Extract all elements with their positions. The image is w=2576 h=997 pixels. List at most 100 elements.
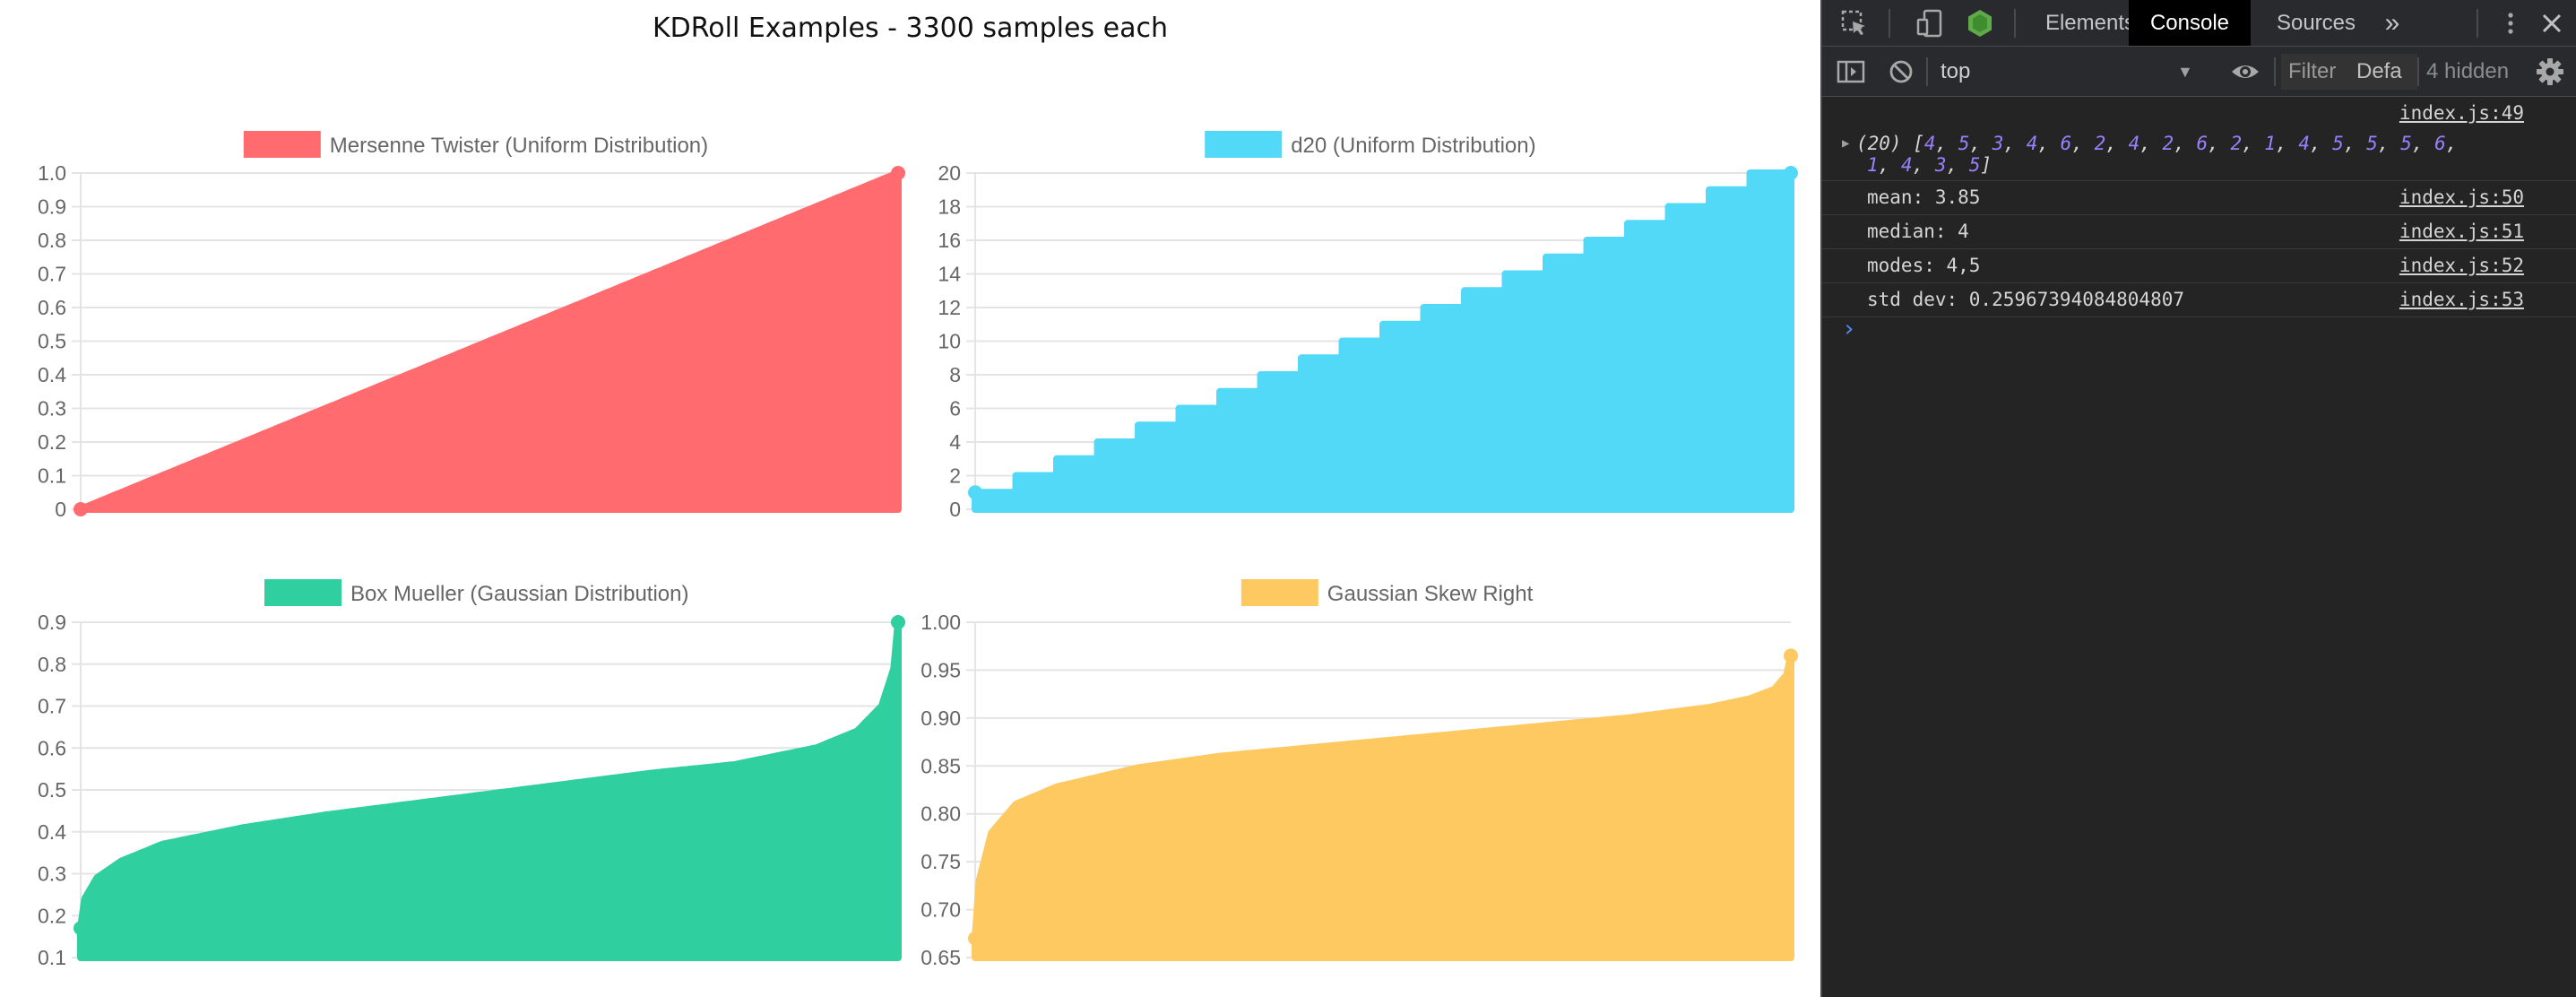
y-tick-label: 0.95	[921, 658, 961, 681]
data-series-area	[972, 652, 1794, 961]
legend-label: Mersenne Twister (Uniform Distribution)	[330, 134, 708, 158]
more-tabs-button[interactable]: »	[2384, 8, 2400, 38]
chevron-down-icon: ▼	[2177, 63, 2193, 81]
legend-label: Gaussian Skew Right	[1327, 582, 1534, 606]
y-tick-label: 1.00	[921, 611, 961, 634]
y-tick-label: 0.3	[38, 863, 66, 886]
data-series-area	[972, 169, 1794, 513]
legend-label: Box Mueller (Gaussian Distribution)	[350, 582, 688, 606]
console-message-text: median: 4	[1867, 221, 1969, 242]
node-hexagon-icon[interactable]	[1964, 7, 1996, 39]
y-tick-label: 12	[938, 296, 961, 319]
y-tick-label: 10	[938, 330, 961, 353]
y-tick-label: 0.4	[38, 363, 66, 386]
array-value: 3	[1934, 154, 1947, 176]
source-link[interactable]: index.js:51	[2399, 221, 2524, 242]
close-icon[interactable]	[2536, 7, 2568, 39]
array-value: 4	[2298, 133, 2310, 154]
y-tick-label: 1.0	[38, 161, 66, 185]
array-value: 1	[2264, 133, 2277, 154]
data-point-first	[73, 502, 88, 516]
source-link[interactable]: index.js:49	[2399, 102, 2524, 124]
y-tick-label: 0.1	[38, 464, 66, 488]
console-message[interactable]: std dev: 0.25967394084804807 index.js:53	[1822, 283, 2576, 317]
y-tick-label: 0.9	[38, 195, 66, 219]
console-prompt[interactable]: ›	[1842, 316, 1856, 342]
data-point-last	[1784, 166, 1798, 180]
array-value: 2	[2162, 133, 2174, 154]
legend-swatch	[1240, 579, 1318, 606]
inspect-element-icon[interactable]	[1838, 7, 1871, 39]
legend-label: d20 (Uniform Distribution)	[1291, 134, 1535, 158]
legend-swatch	[243, 131, 321, 158]
tab-sources[interactable]: Sources	[2276, 11, 2356, 35]
console-message-array[interactable]: index.js:49 ▶ (20) [4, 5, 3, 4, 6, 2, 4,…	[1822, 97, 2576, 181]
y-tick-label: 0.2	[38, 904, 66, 927]
y-tick-label: 0.7	[38, 695, 66, 718]
legend-swatch	[264, 579, 341, 606]
y-tick-label: 0.2	[38, 430, 66, 454]
array-value: 5	[1968, 154, 1981, 176]
array-value: 4	[1923, 133, 1936, 154]
data-point-last	[1784, 648, 1798, 663]
live-expression-eye-icon[interactable]	[2229, 56, 2261, 88]
y-tick-label: 8	[949, 363, 961, 386]
toolbar-divider	[1926, 57, 1928, 86]
y-tick-label: 0.5	[38, 330, 66, 353]
data-point-last	[891, 615, 905, 629]
gear-icon[interactable]	[2534, 56, 2566, 88]
log-levels-dropdown[interactable]: Defa	[2356, 59, 2402, 83]
y-tick-label: 18	[938, 195, 961, 219]
charts-canvas: 0 0.1 0.2 0.3 0.4 0.5 0.6 0.7 0.8 0.9 1.0 Mersenne …	[38, 131, 1798, 969]
array-preview-line-2: 1, 4, 3, 5]	[1867, 154, 1993, 176]
data-point-last	[891, 166, 905, 180]
console-message[interactable]: modes: 4,5 index.js:52	[1822, 249, 2576, 283]
y-tick-label: 0.75	[921, 850, 961, 873]
data-point-first	[73, 921, 88, 936]
array-value: 5	[2366, 133, 2378, 154]
source-link[interactable]: index.js:52	[2399, 255, 2524, 276]
tab-console[interactable]: Console	[2129, 0, 2251, 46]
array-preview-line-1: (20) [4, 5, 3, 4, 6, 2, 4, 2, 6, 2, 1, 4…	[1856, 133, 2458, 154]
console-output: index.js:49 ▶ (20) [4, 5, 3, 4, 6, 2, 4,…	[1822, 97, 2576, 342]
kebab-menu-icon[interactable]	[2494, 7, 2527, 39]
array-value: 5	[2400, 133, 2412, 154]
array-value: 5	[2332, 133, 2344, 154]
console-message-text: std dev: 0.25967394084804807	[1867, 289, 2185, 310]
tab-elements[interactable]: Elements	[2044, 11, 2136, 35]
console-message[interactable]: mean: 3.85 index.js:50	[1822, 181, 2576, 215]
y-tick-label: 0.80	[921, 802, 961, 826]
data-series-area	[77, 169, 902, 513]
console-message-text: modes: 4,5	[1867, 255, 1981, 276]
y-tick-label: 0.6	[38, 736, 66, 759]
source-link[interactable]: index.js:53	[2399, 289, 2524, 310]
array-value: 4	[1900, 154, 1913, 176]
toolbar-divider	[2477, 9, 2478, 38]
y-tick-label: 6	[949, 397, 961, 420]
source-link[interactable]: index.js:50	[2399, 186, 2524, 208]
y-tick-label: 0.4	[38, 820, 66, 844]
console-message[interactable]: median: 4 index.js:51	[1822, 215, 2576, 249]
clear-console-icon[interactable]	[1885, 56, 1917, 88]
devtools-tabbar: Elements Console Sources »	[1822, 0, 2576, 47]
y-tick-label: 0.8	[38, 229, 66, 252]
y-tick-label: 4	[949, 430, 961, 454]
sidebar-toggle-icon[interactable]	[1835, 56, 1867, 88]
y-tick-label: 0	[949, 498, 961, 521]
y-tick-label: 2	[949, 464, 961, 488]
y-tick-label: 16	[938, 229, 961, 252]
y-tick-label: 0.65	[921, 946, 961, 969]
expand-triangle-icon[interactable]: ▶	[1842, 136, 1850, 151]
y-tick-label: 0	[55, 498, 66, 521]
y-tick-label: 0.85	[921, 754, 961, 777]
hidden-messages-count: 4 hidden	[2426, 59, 2510, 83]
toolbar-divider	[2274, 57, 2276, 86]
array-value: 2	[2094, 133, 2106, 154]
data-series-area	[77, 619, 902, 961]
filter-input[interactable]	[2281, 54, 2417, 90]
y-tick-label: 0.70	[921, 898, 961, 922]
context-select[interactable]: top	[1941, 59, 1971, 83]
array-prefix: (20) [	[1856, 133, 1924, 154]
device-toolbar-icon[interactable]	[1914, 7, 1946, 39]
y-tick-label: 0.6	[38, 296, 66, 319]
